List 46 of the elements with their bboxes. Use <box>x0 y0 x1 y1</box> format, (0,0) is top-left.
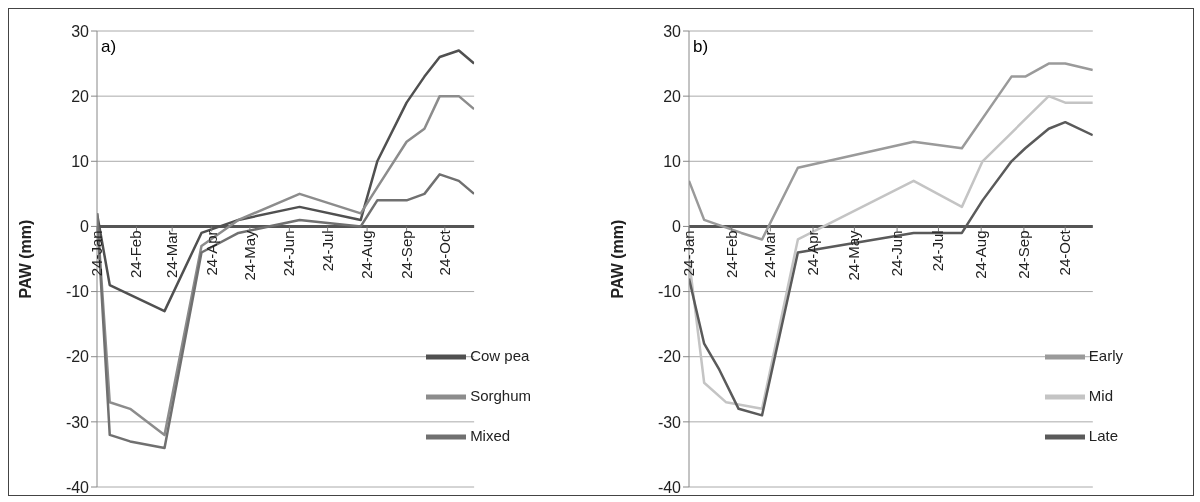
y-tick-label: -10 <box>65 283 90 301</box>
x-tick-label: 24-Jun <box>888 230 906 277</box>
y-axis-title: PAW (mm) <box>608 219 626 299</box>
x-tick-label: 24-Jan <box>680 230 697 277</box>
y-tick-label: 30 <box>663 22 682 40</box>
y-tick-label: -30 <box>657 413 682 431</box>
y-tick-label: -10 <box>657 283 682 301</box>
x-tick-label: 24-Oct <box>435 229 453 276</box>
y-tick-label: -20 <box>657 348 682 366</box>
x-tick-label: 24-Jul <box>318 230 336 272</box>
legend-label: Mid <box>1088 386 1113 404</box>
y-tick-label: 20 <box>71 87 90 105</box>
x-tick-label: 24-May <box>240 229 258 281</box>
chart-title: b) <box>693 37 709 57</box>
x-tick-label: 24-Apr <box>202 230 220 276</box>
y-tick-label: 0 <box>80 218 90 236</box>
legend-label: Early <box>1088 346 1123 364</box>
y-tick-label: 10 <box>663 152 682 170</box>
x-tick-label: 24-Jun <box>280 230 298 277</box>
y-tick-label: -40 <box>657 478 682 496</box>
chart-title: a) <box>101 37 117 57</box>
y-tick-label: 0 <box>672 218 682 236</box>
y-tick-label: -40 <box>65 478 90 496</box>
y-tick-label: 30 <box>71 22 90 40</box>
y-tick-label: -30 <box>65 413 90 431</box>
x-tick-label: 24-Aug <box>972 230 990 279</box>
y-tick-label: 20 <box>663 87 682 105</box>
x-tick-label: 24-Feb <box>722 230 740 278</box>
y-tick-label: -20 <box>65 348 90 366</box>
x-tick-label: 24-Sep <box>397 230 415 279</box>
y-tick-label: 10 <box>71 152 90 170</box>
legend-label: Late <box>1088 426 1119 444</box>
legend-label: Cow pea <box>470 346 530 364</box>
x-tick-label: 24-Mar <box>761 230 779 278</box>
x-tick-label: 24-Sep <box>1014 230 1032 279</box>
x-tick-label: 24-Apr <box>804 230 822 276</box>
x-tick-label: 24-Feb <box>127 230 145 278</box>
y-axis-title: PAW (mm) <box>16 219 34 299</box>
x-tick-label: 24-Jan <box>88 230 105 277</box>
x-tick-label: 24-Jul <box>929 230 947 272</box>
x-tick-label: 24-Mar <box>163 230 181 278</box>
legend-label: Sorghum <box>470 386 531 404</box>
x-tick-label: 24-May <box>845 229 863 281</box>
x-tick-label: 24-Oct <box>1056 229 1074 276</box>
x-tick-label: 24-Aug <box>358 230 376 279</box>
legend-label: Mixed <box>470 426 511 444</box>
